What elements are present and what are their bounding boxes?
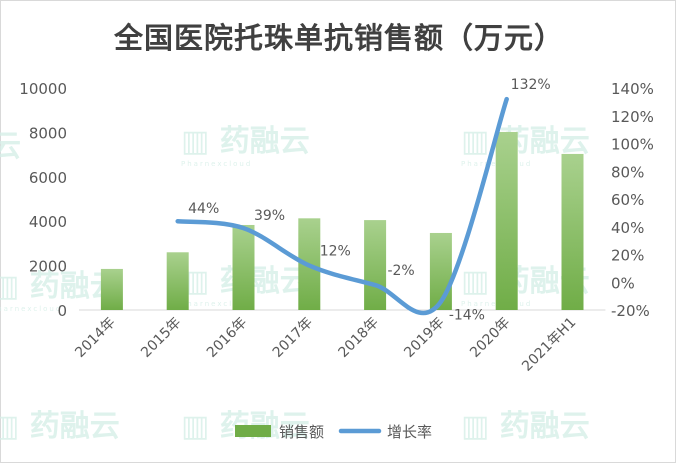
left-axis-tick: 8000 xyxy=(29,124,67,142)
x-axis-tick: 2016年 xyxy=(204,315,250,361)
bar-sales xyxy=(561,153,584,310)
left-axis-tick: 6000 xyxy=(29,169,67,187)
right-axis-tick: -20% xyxy=(611,302,650,320)
chart-title: 全国医院托珠单抗销售额（万元） xyxy=(113,21,564,55)
bar-sales xyxy=(495,131,518,310)
x-axis-tick: 2021年H1 xyxy=(519,315,579,375)
watermark-logo: ▥ 药融云 xyxy=(0,409,120,444)
watermark-logo: ▥ 药融云 xyxy=(461,409,590,444)
x-axis-tick: 2014年 xyxy=(72,315,118,361)
right-axis-tick: 100% xyxy=(611,136,654,154)
left-axis-tick: 2000 xyxy=(29,258,67,276)
left-axis-tick: 0 xyxy=(57,302,67,320)
legend-swatch-sales xyxy=(235,425,271,437)
legend-label-sales: 销售额 xyxy=(279,423,324,441)
right-axis-tick: 60% xyxy=(611,191,644,209)
left-axis-tick: 10000 xyxy=(19,80,67,98)
x-axis-tick: 2015年 xyxy=(138,315,184,361)
growth-rate-label: 39% xyxy=(254,208,285,224)
watermark-logo: 云 xyxy=(0,129,21,164)
bar-sales xyxy=(364,220,387,310)
growth-rate-label: 44% xyxy=(188,201,219,217)
right-axis-tick: 20% xyxy=(611,247,644,265)
right-axis-tick: 140% xyxy=(611,80,654,98)
left-axis-tick: 4000 xyxy=(29,213,67,231)
bar-sales xyxy=(166,252,189,310)
growth-rate-label: -14% xyxy=(449,308,485,324)
right-axis-tick: 0% xyxy=(611,274,635,292)
legend-label-growth: 增长率 xyxy=(387,423,432,441)
x-axis-tick: 2018年 xyxy=(336,315,382,361)
x-axis-tick: 2017年 xyxy=(270,315,316,361)
growth-rate-label: 12% xyxy=(320,244,351,260)
right-axis-tick: 40% xyxy=(611,219,644,237)
right-axis-tick: 120% xyxy=(611,108,654,126)
bar-sales xyxy=(100,268,123,310)
right-axis-tick: 80% xyxy=(611,163,644,181)
growth-rate-label: -2% xyxy=(387,263,414,279)
growth-rate-line xyxy=(175,96,509,316)
growth-rate-label: 132% xyxy=(511,77,551,93)
bar-sales xyxy=(232,224,255,310)
x-axis-tick: 2019年 xyxy=(401,315,447,361)
